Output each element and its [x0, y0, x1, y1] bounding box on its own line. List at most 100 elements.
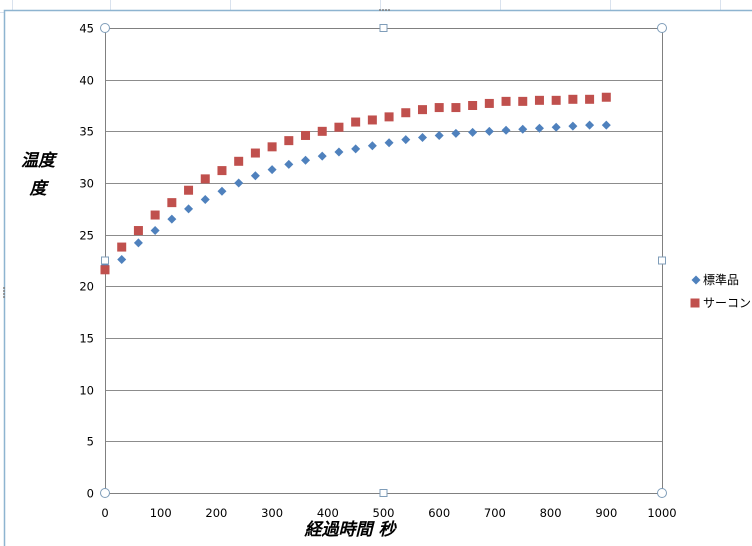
x-tick-label-700: 700: [484, 506, 506, 520]
point-sarkon-2[interactable]: [133, 226, 143, 236]
legend[interactable]: 標準品 サーコン: [690, 272, 752, 310]
point-standard-15[interactable]: [351, 144, 361, 154]
point-sarkon-19[interactable]: [417, 105, 427, 115]
point-sarkon-20[interactable]: [434, 103, 444, 113]
point-standard-8[interactable]: [234, 178, 244, 188]
point-standard-7[interactable]: [217, 186, 227, 196]
plot-area-selection-handles[interactable]: [100, 23, 667, 498]
side-handle-left[interactable]: [101, 256, 109, 265]
point-sarkon-0[interactable]: [100, 265, 110, 275]
y-tick-label-0: 0: [87, 487, 94, 501]
point-standard-22[interactable]: [468, 127, 478, 137]
point-standard-16[interactable]: [367, 141, 377, 151]
y-tick-label-15: 15: [79, 332, 94, 346]
point-sarkon-9[interactable]: [250, 148, 260, 158]
y-tick-label-20: 20: [79, 280, 94, 294]
point-standard-13[interactable]: [317, 151, 327, 161]
horizontal-gridlines: [105, 28, 662, 494]
point-sarkon-29[interactable]: [585, 94, 595, 104]
y-tick-label-25: 25: [79, 229, 94, 243]
point-standard-14[interactable]: [334, 147, 344, 157]
point-standard-17[interactable]: [384, 138, 394, 148]
point-standard-26[interactable]: [534, 123, 544, 133]
point-standard-12[interactable]: [301, 155, 311, 165]
chart-area-border[interactable]: [3, 9, 752, 546]
point-standard-24[interactable]: [501, 125, 511, 135]
point-standard-23[interactable]: [484, 126, 494, 136]
point-sarkon-1[interactable]: [117, 242, 127, 252]
series-standard[interactable]: [100, 120, 611, 271]
point-standard-4[interactable]: [167, 214, 177, 224]
x-tick-label-1000: 1000: [647, 506, 676, 520]
point-sarkon-24[interactable]: [501, 96, 511, 106]
point-sarkon-12[interactable]: [301, 130, 311, 140]
point-sarkon-4[interactable]: [167, 198, 177, 208]
corner-handle-bottom-left[interactable]: [100, 488, 110, 498]
corner-handle-bottom-right[interactable]: [657, 488, 667, 498]
plot-area-border[interactable]: [105, 28, 663, 494]
point-sarkon-14[interactable]: [334, 122, 344, 132]
point-standard-18[interactable]: [401, 135, 411, 145]
point-standard-3[interactable]: [150, 226, 160, 236]
point-standard-27[interactable]: [551, 122, 561, 132]
y-tick-label-40: 40: [79, 74, 94, 88]
x-axis-tick-labels: 0 100 200 300 400 500 600 700 800 900 1000: [101, 506, 676, 520]
side-handle-right[interactable]: [658, 256, 666, 265]
point-sarkon-30[interactable]: [601, 92, 611, 102]
point-sarkon-28[interactable]: [568, 94, 578, 104]
point-standard-9[interactable]: [250, 171, 260, 181]
point-sarkon-13[interactable]: [317, 126, 327, 136]
point-standard-30[interactable]: [601, 120, 611, 130]
point-sarkon-22[interactable]: [468, 101, 478, 110]
point-sarkon-10[interactable]: [267, 142, 277, 152]
corner-handle-top-left[interactable]: [100, 23, 110, 33]
point-standard-28[interactable]: [568, 121, 578, 131]
series-sarkon[interactable]: [100, 92, 611, 275]
point-sarkon-18[interactable]: [401, 108, 411, 118]
point-sarkon-27[interactable]: [551, 95, 561, 105]
corner-handle-top-right[interactable]: [657, 23, 667, 33]
y-tick-label-30: 30: [79, 177, 94, 191]
x-tick-label-500: 500: [373, 506, 395, 520]
point-standard-29[interactable]: [585, 120, 595, 130]
x-tick-label-900: 900: [595, 506, 617, 520]
legend-item-standard[interactable]: 標準品: [691, 272, 740, 287]
x-tick-label-400: 400: [317, 506, 339, 520]
point-sarkon-11[interactable]: [284, 136, 294, 146]
point-sarkon-6[interactable]: [200, 174, 210, 184]
point-standard-10[interactable]: [267, 165, 277, 175]
chart-area-resize-handle-top[interactable]: [379, 9, 390, 11]
y-tick-label-5: 5: [87, 435, 94, 449]
y-tick-label-45: 45: [79, 22, 94, 36]
point-sarkon-3[interactable]: [150, 210, 160, 220]
point-sarkon-25[interactable]: [518, 96, 528, 106]
y-axis-tick-labels: 0 5 10 15 20 25 30 35 40 45: [79, 22, 94, 501]
y-tick-label-10: 10: [79, 384, 94, 398]
chart-area-resize-handle-left[interactable]: [3, 287, 5, 298]
side-handle-top[interactable]: [379, 24, 388, 32]
point-standard-19[interactable]: [417, 133, 427, 143]
point-sarkon-7[interactable]: [217, 166, 227, 176]
point-standard-5[interactable]: [184, 204, 194, 214]
point-standard-20[interactable]: [434, 130, 444, 140]
point-standard-11[interactable]: [284, 159, 294, 169]
point-sarkon-26[interactable]: [534, 95, 544, 105]
point-sarkon-8[interactable]: [234, 156, 244, 166]
point-standard-21[interactable]: [451, 128, 461, 138]
point-standard-25[interactable]: [518, 124, 528, 134]
point-sarkon-21[interactable]: [451, 103, 461, 113]
point-sarkon-15[interactable]: [351, 117, 361, 127]
x-tick-label-800: 800: [540, 506, 562, 520]
point-sarkon-17[interactable]: [384, 112, 394, 122]
point-standard-2[interactable]: [133, 238, 143, 248]
y-axis-title-line-2: 度: [29, 179, 50, 199]
point-sarkon-5[interactable]: [184, 185, 194, 195]
legend-item-sarkon[interactable]: サーコン: [690, 296, 752, 310]
point-standard-1[interactable]: [117, 254, 127, 264]
side-handle-bottom[interactable]: [379, 489, 388, 497]
point-standard-6[interactable]: [200, 195, 210, 205]
point-sarkon-23[interactable]: [484, 98, 494, 108]
point-sarkon-16[interactable]: [367, 115, 377, 125]
